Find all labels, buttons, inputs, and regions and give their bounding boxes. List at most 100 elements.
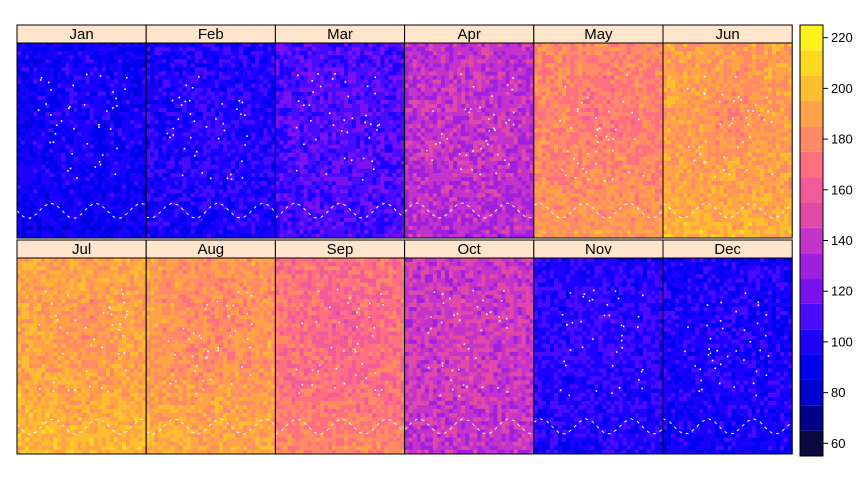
raster-cell xyxy=(162,128,167,133)
raster-cell xyxy=(142,197,147,202)
raster-cell xyxy=(319,189,325,194)
raster-cell xyxy=(299,79,305,85)
raster-cell xyxy=(356,51,361,56)
raster-cell xyxy=(275,193,280,198)
raster-cell xyxy=(33,120,38,125)
raster-cell xyxy=(134,79,139,85)
raster-cell xyxy=(190,43,196,48)
raster-cell xyxy=(109,87,115,93)
raster-cell xyxy=(186,63,192,68)
raster-cell xyxy=(388,128,393,133)
raster-cell xyxy=(186,173,192,178)
raster-cell xyxy=(202,75,208,80)
raster-cell xyxy=(202,168,208,174)
raster-cell xyxy=(449,63,454,68)
raster-cell xyxy=(162,136,167,141)
raster-cell xyxy=(166,205,171,210)
raster-cell xyxy=(255,164,260,170)
raster-cell xyxy=(279,124,284,129)
raster-cell xyxy=(368,225,373,231)
raster-cell xyxy=(303,59,309,64)
raster-cell xyxy=(311,83,317,89)
raster-cell xyxy=(206,51,212,56)
raster-cell xyxy=(73,112,78,117)
raster-cell xyxy=(53,225,58,231)
raster-cell xyxy=(380,164,385,170)
raster-cell xyxy=(400,71,405,76)
raster-cell xyxy=(174,217,179,223)
raster-cell xyxy=(392,152,397,158)
raster-cell xyxy=(174,87,179,93)
raster-cell xyxy=(93,233,99,239)
raster-cell xyxy=(352,164,357,170)
raster-cell xyxy=(275,168,280,174)
raster-cell xyxy=(295,83,301,89)
raster-cell xyxy=(388,229,393,235)
raster-cell xyxy=(283,128,288,133)
raster-cell xyxy=(162,51,167,56)
raster-cell xyxy=(105,225,111,231)
raster-cell xyxy=(271,75,276,80)
raster-cell xyxy=(477,51,482,56)
raster-cell xyxy=(218,173,224,178)
raster-cell xyxy=(25,160,30,166)
raster-cell xyxy=(368,140,373,145)
raster-cell xyxy=(291,132,296,137)
raster-cell xyxy=(299,221,305,227)
raster-cell xyxy=(146,71,151,76)
raster-cell xyxy=(218,103,224,109)
raster-cell xyxy=(243,148,248,154)
raster-cell xyxy=(344,221,349,227)
raster-cell xyxy=(202,124,208,129)
raster-cell xyxy=(41,95,46,101)
raster-cell xyxy=(190,47,196,52)
raster-cell xyxy=(97,128,103,133)
raster-cell xyxy=(319,75,325,80)
raster-cell xyxy=(45,160,50,166)
raster-cell xyxy=(166,168,171,174)
raster-cell xyxy=(214,95,220,101)
raster-cell xyxy=(57,55,62,60)
raster-cell xyxy=(49,213,54,219)
raster-cell xyxy=(57,148,62,154)
raster-cell xyxy=(283,75,288,80)
raster-cell xyxy=(408,51,414,56)
raster-cell xyxy=(150,87,155,93)
raster-cell xyxy=(218,156,224,162)
raster-cell xyxy=(105,152,111,158)
raster-cell xyxy=(235,156,240,162)
raster-cell xyxy=(525,55,531,60)
raster-cell xyxy=(109,67,115,72)
raster-cell xyxy=(162,160,167,166)
raster-cell xyxy=(117,173,123,178)
raster-cell xyxy=(85,205,91,210)
raster-cell xyxy=(251,136,256,141)
raster-cell xyxy=(202,233,208,239)
raster-cell xyxy=(251,63,256,68)
raster-cell xyxy=(315,185,321,190)
raster-cell xyxy=(335,221,341,227)
raster-cell xyxy=(311,43,317,48)
raster-cell xyxy=(271,83,276,89)
raster-cell xyxy=(295,177,301,182)
raster-cell xyxy=(380,83,385,89)
raster-cell xyxy=(340,67,345,72)
raster-cell xyxy=(134,132,139,137)
raster-cell xyxy=(214,132,220,137)
raster-cell xyxy=(327,136,333,141)
raster-cell xyxy=(166,43,171,48)
raster-cell xyxy=(303,181,309,186)
raster-cell xyxy=(41,221,46,227)
raster-cell xyxy=(146,209,151,215)
raster-cell xyxy=(105,95,111,101)
raster-cell xyxy=(235,95,240,101)
raster-cell xyxy=(469,43,474,48)
raster-cell xyxy=(420,63,426,68)
raster-cell xyxy=(364,229,369,235)
raster-cell xyxy=(117,148,123,154)
raster-cell xyxy=(162,168,167,174)
raster-cell xyxy=(154,112,159,117)
raster-cell xyxy=(243,55,248,60)
raster-cell xyxy=(81,83,87,89)
missing-pixel xyxy=(347,95,350,98)
